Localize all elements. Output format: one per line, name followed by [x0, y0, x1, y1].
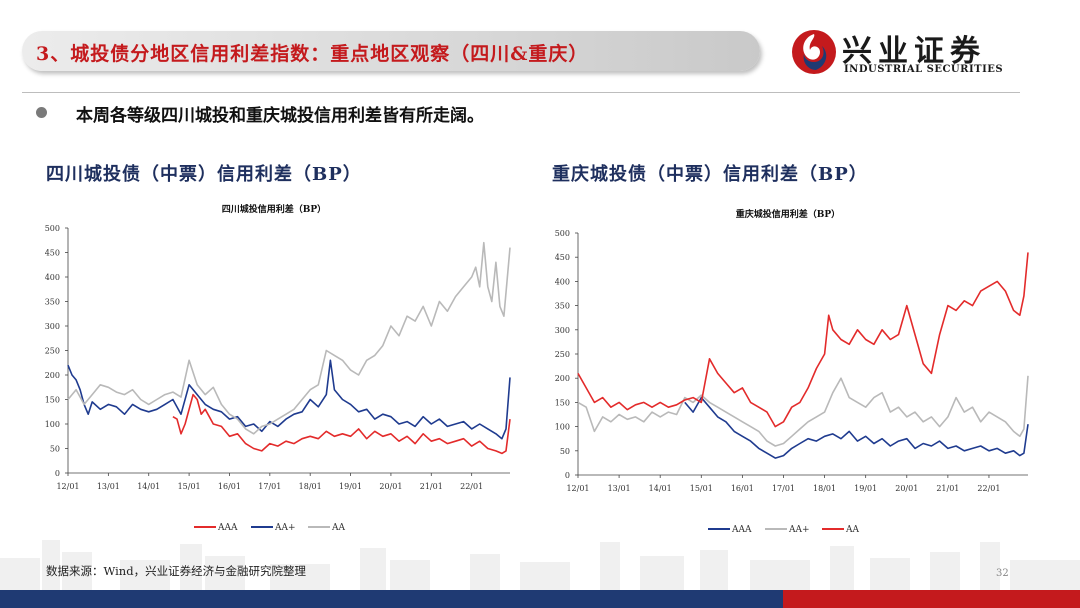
- y-tick-label: 0: [565, 471, 570, 480]
- company-logo: 兴业证券 INDUSTRIAL SECURITIES: [790, 26, 1010, 82]
- y-tick-label: 150: [45, 396, 60, 405]
- bullet-icon: [36, 107, 47, 118]
- series-line-aaplus: [577, 375, 1029, 447]
- x-tick-label: 15/01: [690, 484, 713, 493]
- legend-label: AA: [331, 523, 345, 533]
- x-tick-label: 13/01: [97, 482, 120, 491]
- legend-label: AA+: [274, 523, 296, 533]
- chart-title: 四川城投信用利差（BP）: [222, 203, 326, 215]
- data-source-note: 数据来源：Wind，兴业证券经济与金融研究院整理: [46, 564, 307, 578]
- x-tick-label: 15/01: [178, 482, 201, 491]
- y-tick-label: 300: [45, 322, 60, 331]
- chart-heading-chongqing: 重庆城投债（中票）信用利差（BP）: [552, 164, 868, 185]
- y-tick-label: 400: [555, 277, 570, 286]
- y-tick-label: 100: [45, 420, 60, 429]
- header-divider: [22, 92, 1020, 93]
- x-tick-label: 12/01: [566, 484, 589, 493]
- footer-bar-blue: [0, 590, 783, 608]
- y-tick-label: 150: [555, 398, 570, 407]
- y-tick-label: 350: [45, 298, 60, 307]
- y-tick-label: 200: [555, 374, 570, 383]
- page-number: 32: [996, 568, 1009, 579]
- x-tick-label: 17/01: [772, 484, 795, 493]
- chart-title: 重庆城投信用利差（BP）: [736, 208, 840, 220]
- legend-label: AAA: [217, 523, 238, 533]
- x-tick-label: 14/01: [137, 482, 160, 491]
- x-tick-label: 22/01: [460, 482, 483, 491]
- y-tick-label: 450: [45, 249, 60, 258]
- y-tick-label: 50: [50, 445, 60, 454]
- x-tick-label: 12/01: [56, 482, 79, 491]
- y-tick-label: 200: [45, 371, 60, 380]
- logo-chinese-name: 兴业证券: [842, 34, 986, 69]
- y-tick-label: 350: [555, 302, 570, 311]
- y-tick-label: 500: [555, 229, 570, 238]
- x-tick-label: 17/01: [258, 482, 281, 491]
- y-tick-label: 50: [560, 447, 570, 456]
- header-banner: [22, 31, 760, 71]
- y-tick-label: 250: [555, 350, 570, 359]
- y-tick-label: 100: [555, 423, 570, 432]
- sichuan-spread-chart: 四川城投信用利差（BP） 0 50 100 150 200 250 300 350 400 450 5…: [45, 203, 511, 533]
- logo-english-name: INDUSTRIAL SECURITIES: [844, 64, 1004, 75]
- x-tick-label: 13/01: [608, 484, 631, 493]
- x-tick-label: 18/01: [813, 484, 836, 493]
- legend-label: AA+: [788, 525, 810, 535]
- x-tick-label: 21/01: [936, 484, 959, 493]
- x-tick-label: 16/01: [731, 484, 754, 493]
- x-tick-label: 22/01: [977, 484, 1000, 493]
- series-line-aa: [67, 241, 511, 435]
- y-tick-label: 0: [55, 469, 60, 478]
- x-tick-label: 16/01: [218, 482, 241, 491]
- logo-emblem-icon: [792, 30, 836, 74]
- chart-heading-sichuan: 四川城投债（中票）信用利差（BP）: [46, 164, 362, 185]
- y-tick-label: 250: [45, 347, 60, 356]
- legend-label: AAA: [731, 525, 752, 535]
- series-line-aaa: [172, 393, 511, 455]
- y-tick-label: 450: [555, 253, 570, 262]
- legend-label: AA: [845, 525, 859, 535]
- x-tick-label: 21/01: [420, 482, 443, 491]
- y-tick-label: 500: [45, 224, 60, 233]
- bullet-text: 本周各等级四川城投和重庆城投信用利差皆有所走阔。: [76, 106, 484, 126]
- footer-bar-red: [783, 590, 1080, 608]
- series-line-aa: [577, 252, 1029, 428]
- series-line-aaa: [684, 396, 1029, 459]
- y-tick-label: 400: [45, 273, 60, 282]
- series-line-aaplus: [67, 359, 511, 440]
- x-tick-label: 19/01: [339, 482, 362, 491]
- x-tick-label: 18/01: [299, 482, 322, 491]
- y-tick-label: 300: [555, 326, 570, 335]
- x-tick-label: 20/01: [895, 484, 918, 493]
- x-tick-label: 20/01: [379, 482, 402, 491]
- x-tick-label: 19/01: [854, 484, 877, 493]
- x-tick-label: 14/01: [649, 484, 672, 493]
- city-skyline-decoration: [0, 540, 1080, 590]
- page-title: 3、城投债分地区信用利差指数：重点地区观察（四川&重庆）: [36, 43, 589, 65]
- chongqing-spread-chart: 重庆城投信用利差（BP） 0 50 100 150 200 250 300 350 400 450 5…: [555, 208, 1029, 535]
